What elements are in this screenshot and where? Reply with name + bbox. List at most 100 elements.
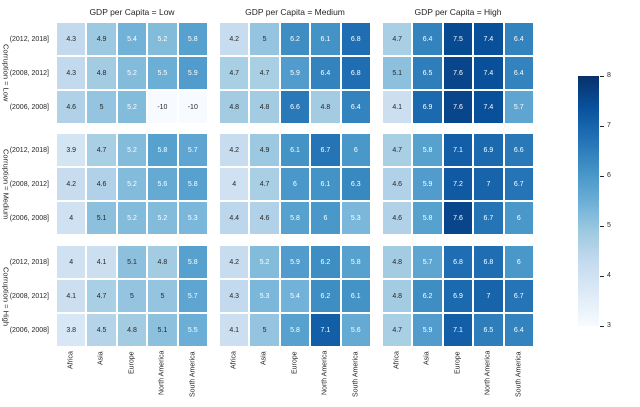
facet-row-title-high: Corruption = High (1, 266, 11, 326)
heatmap-cell: 5.2 (250, 246, 279, 278)
colorbar-tick-mark (600, 276, 604, 277)
heatmap-cell: 4.7 (87, 280, 116, 312)
heatmap-cell: 4.7 (250, 57, 279, 89)
heatmap-cell: 4.7 (250, 168, 279, 200)
x-axis-tick-label: North America (484, 351, 492, 396)
heatmap-cell: 6.4 (413, 23, 442, 55)
heatmap-panel-gdp-high-corruption-medium: 4.7 5.8 7.1 6.9 6.6 4.6 5.9 7.2 7 6.7 4.6 5.8 7.6 6.7… (383, 134, 533, 234)
heatmap-cell: 4.8 (250, 91, 279, 123)
y-axis-tick-label: (2012, 2018] (9, 147, 49, 154)
heatmap-panel-gdp-medium-corruption-medium: 4.2 4.9 6.1 6.7 6 4 4.7 6 6.1 6.3 4.4 4.6 5.8 6 5.3 (220, 134, 370, 234)
heatmap-cell: -10 (178, 91, 207, 123)
heatmap-panel-gdp-low-corruption-medium: 3.9 4.7 5.2 5.8 5.7 4.2 4.6 5.2 5.6 5.8 4 5.1 5.2 5.2… (57, 134, 207, 234)
y-axis-tick-label: (2006, 2008] (9, 104, 49, 111)
x-axis-tick-label: Europe (128, 351, 136, 374)
heatmap-cell: 5.9 (413, 314, 442, 346)
heatmap-cell: 5.1 (383, 57, 412, 89)
heatmap-cell: 5.4 (280, 280, 310, 312)
x-axis-tick-label: Asia (423, 351, 431, 365)
heatmap-panel-gdp-high-corruption-high: 4.8 5.7 6.8 6.8 6 4.8 6.2 6.9 7 6.7 4.7 5.9 7.1 6.5 6.… (383, 246, 533, 346)
heatmap-cell: 6.4 (504, 314, 533, 346)
heatmap-cell: 4 (57, 202, 86, 234)
heatmap-cell: 7.1 (443, 134, 473, 166)
heatmap-cell: 5.2 (117, 202, 147, 234)
x-axis-tick-label: South America (515, 351, 523, 397)
heatmap-cell: 5.8 (413, 134, 442, 166)
heatmap-cell: 7.4 (474, 57, 503, 89)
heatmap-cell: 4.6 (383, 168, 412, 200)
heatmap-cell: 6.2 (280, 23, 310, 55)
x-axis-tick-label: Europe (454, 351, 462, 374)
heatmap-cell: 5 (87, 91, 116, 123)
heatmap-cell: 4 (57, 246, 86, 278)
x-axis-tick-label: Africa (393, 351, 401, 369)
heatmap-cell: 4.5 (87, 314, 116, 346)
heatmap-cell: 5 (117, 280, 147, 312)
heatmap-cell: 5.2 (148, 23, 177, 55)
facet-row-title-low: Corruption = Low (1, 44, 11, 102)
heatmap-cell: 5.1 (148, 314, 177, 346)
colorbar-tick-mark (600, 76, 604, 77)
heatmap-cell: 5.8 (178, 23, 207, 55)
heatmap-panel-gdp-medium-corruption-low: 4.2 5 6.2 6.1 6.8 4.7 4.7 5.9 6.4 6.8 4.8 4.8 6.6 4.8… (220, 23, 370, 123)
heatmap-cell: 5.9 (413, 168, 442, 200)
x-axis-tick-label: South America (352, 351, 360, 397)
y-axis-tick-label: (2006, 2008] (9, 327, 49, 334)
heatmap-cell: 4.7 (383, 314, 412, 346)
heatmap-cell: 7.4 (474, 23, 503, 55)
heatmap-cell: 5.9 (178, 57, 207, 89)
heatmap-cell: 6.7 (474, 202, 503, 234)
heatmap-cell: 4.3 (57, 57, 86, 89)
heatmap-cell: 5.6 (148, 168, 177, 200)
heatmap-cell: 5.8 (178, 246, 207, 278)
heatmap-cell: 4.1 (57, 280, 86, 312)
x-axis-tick-label: Asia (97, 351, 105, 365)
heatmap-cell: 5.5 (178, 314, 207, 346)
heatmap-cell: 5 (250, 314, 279, 346)
heatmap-cell: 6.7 (504, 168, 533, 200)
y-axis-tick-label: (2008, 2012] (9, 70, 49, 77)
heatmap-cell: 4.3 (57, 23, 86, 55)
heatmap-cell: 4.7 (87, 134, 116, 166)
y-axis-tick-label: (2012, 2018] (9, 259, 49, 266)
heatmap-cell: 6.6 (504, 134, 533, 166)
heatmap-cell: 6.4 (504, 57, 533, 89)
heatmap-cell: 6 (341, 134, 370, 166)
heatmap-cell: 4.2 (57, 168, 86, 200)
heatmap-cell: 4.9 (250, 134, 279, 166)
heatmap-cell: 4.8 (311, 91, 340, 123)
heatmap-cell: 7.1 (443, 314, 473, 346)
heatmap-cell: 7 (474, 280, 503, 312)
heatmap-cell: 5.7 (504, 91, 533, 123)
heatmap-cell: 4.2 (220, 134, 249, 166)
heatmap-cell: 5.8 (280, 314, 310, 346)
heatmap-cell: 6 (311, 202, 340, 234)
heatmap-cell: 7.6 (443, 202, 473, 234)
heatmap-cell: 6.4 (311, 57, 340, 89)
heatmap-cell: 4.8 (87, 57, 116, 89)
heatmap-cell: 6.8 (341, 57, 370, 89)
heatmap-cell: 5.3 (250, 280, 279, 312)
heatmap-cell: 6.7 (311, 134, 340, 166)
heatmap-cell: 4.6 (57, 91, 86, 123)
heatmap-cell: 4.8 (383, 246, 412, 278)
heatmap-cell: 4.6 (383, 202, 412, 234)
colorbar-tick-label: 4 (607, 272, 611, 279)
x-axis-tick-label: South America (189, 351, 197, 397)
x-axis-tick-label: Africa (67, 351, 75, 369)
heatmap-cell: 6 (504, 246, 533, 278)
x-axis-tick-label: Asia (260, 351, 268, 365)
heatmap-cell: 4.9 (87, 23, 116, 55)
heatmap-cell: 4.8 (148, 246, 177, 278)
heatmap-cell: 4.8 (117, 314, 147, 346)
heatmap-cell: 4.3 (220, 280, 249, 312)
heatmap-cell: 5.2 (117, 57, 147, 89)
x-axis-tick-label: Europe (291, 351, 299, 374)
heatmap-panel-gdp-medium-corruption-high: 4.2 5.2 5.9 6.2 5.8 4.3 5.3 5.4 6.2 6.1 4.1 5 5.8 7.1… (220, 246, 370, 346)
heatmap-cell: 6.5 (474, 314, 503, 346)
heatmap-cell: 5.7 (413, 246, 442, 278)
heatmap-cell: 5.1 (117, 246, 147, 278)
y-axis-tick-label: (2012, 2018] (9, 36, 49, 43)
heatmap-cell: 6.2 (311, 280, 340, 312)
